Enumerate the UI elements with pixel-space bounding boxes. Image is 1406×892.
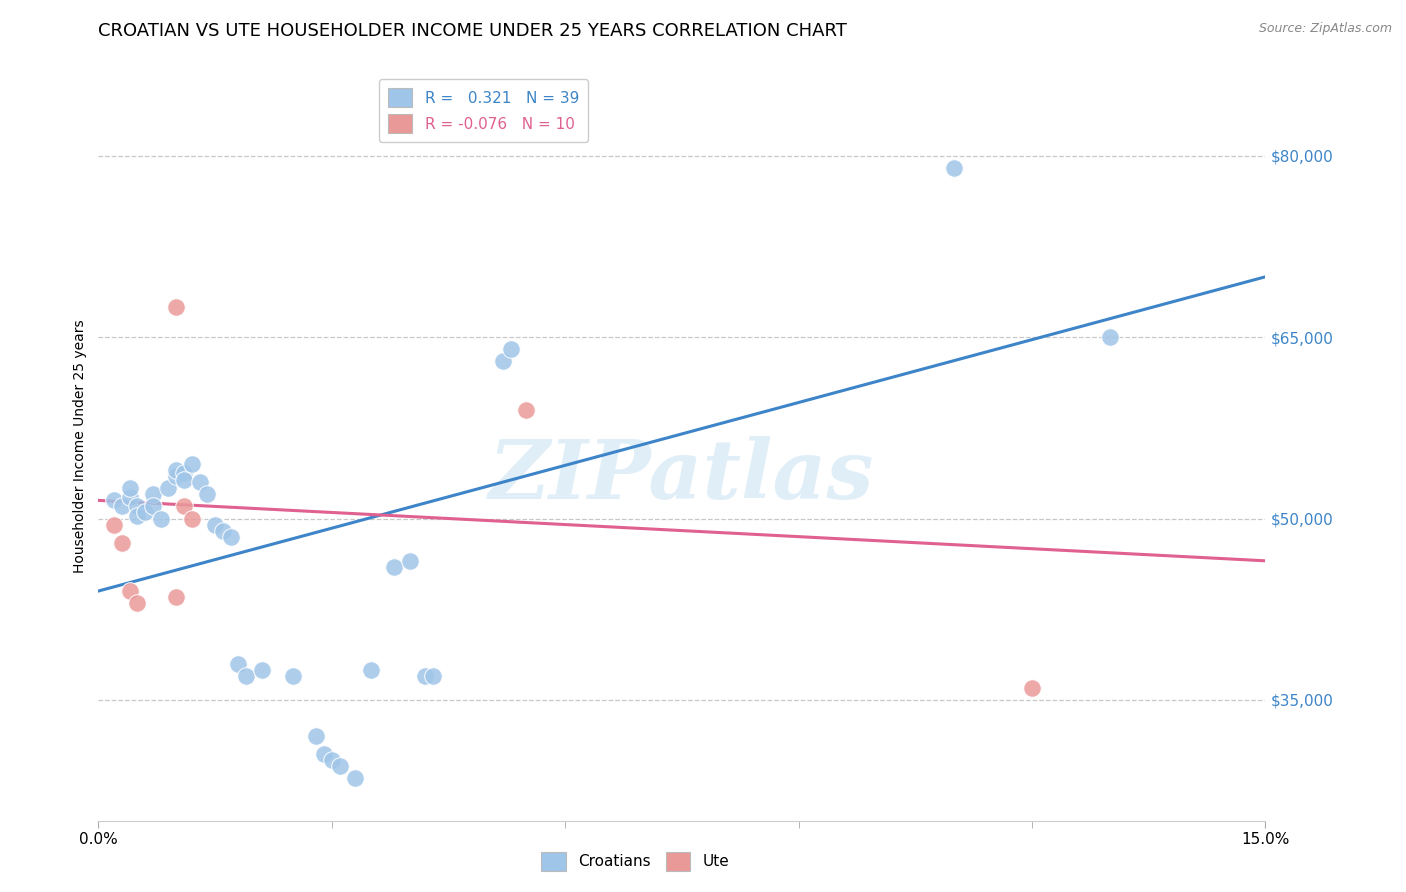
Point <box>118 481 141 495</box>
Point <box>422 668 444 682</box>
Point <box>195 487 218 501</box>
Point <box>212 524 235 538</box>
Point <box>188 475 211 490</box>
Point <box>173 500 195 514</box>
Text: Source: ZipAtlas.com: Source: ZipAtlas.com <box>1258 22 1392 36</box>
Point <box>173 473 195 487</box>
Point <box>235 668 257 682</box>
Point <box>165 463 187 477</box>
Point <box>127 500 149 514</box>
Point <box>382 559 405 574</box>
Point <box>228 657 250 671</box>
Point <box>103 517 125 532</box>
Point <box>149 511 172 525</box>
Point <box>1098 330 1121 344</box>
Point <box>281 668 304 682</box>
Point <box>219 530 242 544</box>
Point <box>305 729 328 743</box>
Point <box>165 300 187 314</box>
Point <box>180 457 202 471</box>
Point <box>312 747 335 761</box>
Point <box>173 466 195 480</box>
Y-axis label: Householder Income Under 25 years: Householder Income Under 25 years <box>73 319 87 573</box>
Point <box>515 402 537 417</box>
Legend: Croatians, Ute: Croatians, Ute <box>536 846 735 877</box>
Point <box>127 596 149 610</box>
Point <box>329 759 352 773</box>
Point <box>157 481 180 495</box>
Point <box>204 517 226 532</box>
Point <box>134 506 156 520</box>
Point <box>165 590 187 604</box>
Point <box>360 663 382 677</box>
Point <box>499 343 522 357</box>
Text: ZIPatlas: ZIPatlas <box>489 436 875 516</box>
Point <box>142 487 165 501</box>
Point <box>142 500 165 514</box>
Point <box>321 753 343 767</box>
Point <box>165 469 187 483</box>
Point <box>1021 681 1043 695</box>
Point <box>180 511 202 525</box>
Point <box>250 663 273 677</box>
Point <box>344 772 367 786</box>
Point <box>111 500 134 514</box>
Point <box>398 554 420 568</box>
Point <box>492 354 515 368</box>
Point <box>118 584 141 599</box>
Text: CROATIAN VS UTE HOUSEHOLDER INCOME UNDER 25 YEARS CORRELATION CHART: CROATIAN VS UTE HOUSEHOLDER INCOME UNDER… <box>98 22 848 40</box>
Point <box>943 161 966 175</box>
Point <box>127 509 149 524</box>
Point <box>111 535 134 549</box>
Point <box>103 493 125 508</box>
Point <box>118 490 141 504</box>
Point <box>413 668 436 682</box>
